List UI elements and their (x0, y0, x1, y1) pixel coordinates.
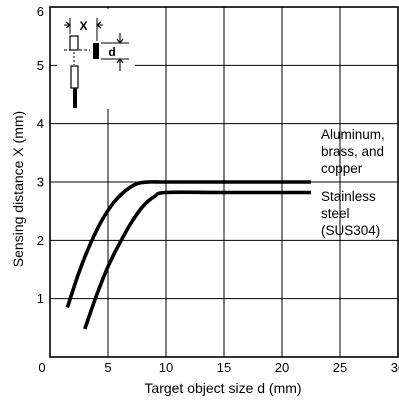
y-tick-label-4: 5 (37, 58, 44, 73)
series-label-aluminum-line-3: copper (321, 161, 363, 176)
sensor-head-icon (69, 35, 79, 51)
d-dim-bottom-arrow (116, 58, 124, 71)
grid-lines (50, 7, 398, 357)
series-line-0 (65, 180, 312, 308)
x-axis-label: Target object size d (mm) (144, 380, 301, 396)
sensor-cable-icon (73, 88, 77, 108)
series-lines (65, 180, 312, 330)
x-tick-label-1: 5 (104, 360, 111, 375)
y-tick-label-5: 6 (37, 4, 44, 19)
series-label-stainless-line-2: steel (321, 206, 350, 221)
x-tick-label-2: 10 (159, 360, 173, 375)
y-tick-label-2: 3 (37, 175, 44, 190)
sensor-body-icon (70, 65, 79, 89)
y-tick-label-1: 2 (37, 233, 44, 248)
x-tick-label-3: 15 (217, 360, 231, 375)
series-label-stainless-line-3: (SUS304) (321, 223, 380, 238)
series-label-stainless: Stainless steel (SUS304) (321, 189, 380, 238)
x-dim-left-arrow (64, 21, 71, 29)
series-label-aluminum: Aluminum, brass, and copper (321, 127, 385, 176)
x-tick-label-0: 0 (38, 360, 45, 375)
series-line-1 (83, 190, 311, 330)
x-dim-right-arrow (96, 21, 103, 29)
series-label-aluminum-line-2: brass, and (321, 144, 384, 159)
series-label-stainless-line-1: Stainless (321, 189, 376, 204)
x-tick-label-5: 25 (333, 360, 347, 375)
sensor-diagram-inset: X d (57, 9, 135, 109)
target-object-icon (93, 43, 99, 59)
y-tick-label-3: 4 (37, 116, 44, 131)
y-axis-label: Sensing distance X (mm) (10, 111, 26, 267)
inset-x-label: X (79, 19, 87, 33)
plot-frame (49, 6, 399, 358)
y-tick-label-0: 1 (37, 291, 44, 306)
inset-d-label: d (108, 45, 115, 59)
series-label-aluminum-line-1: Aluminum, (321, 127, 385, 142)
d-dim-top-arrow (116, 33, 124, 44)
y-tick-labels: 1 2 3 4 5 6 (37, 4, 44, 306)
x-tick-label-6: 30 (391, 360, 399, 375)
x-tick-label-4: 20 (275, 360, 289, 375)
x-tick-labels: 0 5 10 15 20 25 30 (38, 360, 399, 375)
